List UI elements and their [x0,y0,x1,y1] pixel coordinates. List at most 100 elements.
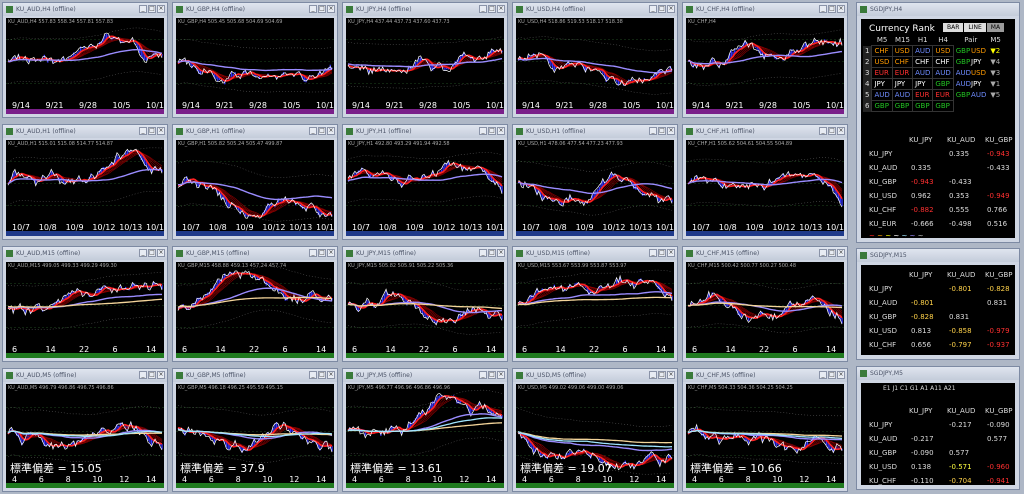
price-chart[interactable] [516,262,674,349]
minimize-button[interactable]: _ [139,371,147,379]
chart-window-w19[interactable]: KU_USD,M5 (offline) _ □ × KU_USD,M5 499.… [512,368,678,492]
minimize-button[interactable]: _ [819,5,827,13]
title-bar[interactable]: KU_CHF,M5 (offline) _ □ × [683,369,847,382]
chart-window-w10[interactable]: KU_CHF,H1 (offline) _ □ × KU_CHF,H1 505.… [682,124,848,240]
title-bar[interactable]: SGDJPY,H4 [857,3,1019,16]
chart-canvas[interactable]: KU_JPY,M5 496.77 496.96 496.86 496.96 標準… [346,384,504,488]
chart-canvas[interactable]: KU_USD,H4 518.86 519.53 518.17 518.38 9/… [516,18,674,114]
minimize-button[interactable]: _ [479,249,487,257]
chart-window-w5[interactable]: KU_CHF,H4 (offline) _ □ × KU_CHF,H4 9/14… [682,2,848,118]
minimize-button[interactable]: _ [819,371,827,379]
maximize-button[interactable]: □ [318,127,326,135]
ma-button[interactable]: MA [986,23,1005,32]
price-chart[interactable] [516,140,674,227]
chart-canvas[interactable]: KU_AUD,M5 496.79 496.86 496.75 496.86 標準… [6,384,164,488]
minimize-button[interactable]: _ [139,5,147,13]
close-button[interactable]: × [327,127,335,135]
title-bar[interactable]: KU_GBP,H1 (offline) _ □ × [173,125,337,138]
chart-window-w9[interactable]: KU_USD,H1 (offline) _ □ × KU_USD,H1 478.… [512,124,678,240]
close-button[interactable]: × [837,5,845,13]
minimize-button[interactable]: _ [649,249,657,257]
maximize-button[interactable]: □ [658,5,666,13]
chart-window-w20[interactable]: KU_CHF,M5 (offline) _ □ × KU_CHF,M5 504.… [682,368,848,492]
minimize-button[interactable]: _ [819,127,827,135]
chart-window-w7[interactable]: KU_GBP,H1 (offline) _ □ × KU_GBP,H1 505.… [172,124,338,240]
title-bar[interactable]: KU_AUD,H1 (offline) _ □ × [3,125,167,138]
price-chart[interactable] [176,18,334,105]
chart-canvas[interactable]: KU_JPY,H4 437.44 437.73 437.60 437.73 9/… [346,18,504,114]
maximize-button[interactable]: □ [318,5,326,13]
title-bar[interactable]: KU_USD,M15 (offline) _ □ × [513,247,677,260]
price-chart[interactable] [686,384,844,479]
minimize-button[interactable]: _ [309,5,317,13]
chart-canvas[interactable]: KU_CHF,H1 505.62 504.61 504.55 504.89 10… [686,140,844,236]
maximize-button[interactable]: □ [148,249,156,257]
chart-canvas[interactable]: KU_GBP,H1 505.82 505.24 505.47 499.87 10… [176,140,334,236]
minimize-button[interactable]: _ [649,371,657,379]
close-button[interactable]: × [327,371,335,379]
price-chart[interactable] [6,262,164,349]
chart-window-w16[interactable]: KU_AUD,M5 (offline) _ □ × KU_AUD,M5 496.… [2,368,168,492]
maximize-button[interactable]: □ [658,371,666,379]
close-button[interactable]: × [497,249,505,257]
chart-window-w4[interactable]: KU_USD,H4 (offline) _ □ × KU_USD,H4 518.… [512,2,678,118]
maximize-button[interactable]: □ [488,5,496,13]
close-button[interactable]: × [157,249,165,257]
close-button[interactable]: × [157,127,165,135]
title-bar[interactable]: KU_GBP,M5 (offline) _ □ × [173,369,337,382]
title-bar[interactable]: KU_USD,H4 (offline) _ □ × [513,3,677,16]
maximize-button[interactable]: □ [828,5,836,13]
close-button[interactable]: × [837,249,845,257]
close-button[interactable]: × [327,5,335,13]
title-bar[interactable]: KU_CHF,M15 (offline) _ □ × [683,247,847,260]
close-button[interactable]: × [667,127,675,135]
chart-window-w1[interactable]: KU_AUD,H4 (offline) _ □ × KU_AUD,H4 557.… [2,2,168,118]
price-chart[interactable] [516,18,674,105]
chart-window-w15[interactable]: KU_CHF,M15 (offline) _ □ × KU_CHF,M15 50… [682,246,848,362]
price-chart[interactable] [686,140,844,227]
chart-window-w11[interactable]: KU_AUD,M15 (offline) _ □ × KU_AUD,M15 49… [2,246,168,362]
title-bar[interactable]: KU_JPY,M5 (offline) _ □ × [343,369,507,382]
minimize-button[interactable]: _ [649,127,657,135]
title-bar[interactable]: SGDJPY,M15 [857,249,1019,262]
title-bar[interactable]: KU_USD,H1 (offline) _ □ × [513,125,677,138]
chart-canvas[interactable]: KU_GBP,H4 505.45 505.68 504.69 504.69 9/… [176,18,334,114]
minimize-button[interactable]: _ [649,5,657,13]
chart-window-w18[interactable]: KU_JPY,M5 (offline) _ □ × KU_JPY,M5 496.… [342,368,508,492]
title-bar[interactable]: KU_JPY,H1 (offline) _ □ × [343,125,507,138]
chart-canvas[interactable]: KU_USD,H1 478.06 477.54 477.23 477.93 10… [516,140,674,236]
maximize-button[interactable]: □ [828,249,836,257]
chart-window-w12[interactable]: KU_GBP,M15 (offline) _ □ × KU_GBP,M15 45… [172,246,338,362]
price-chart[interactable] [346,140,504,227]
close-button[interactable]: × [667,249,675,257]
close-button[interactable]: × [497,371,505,379]
chart-canvas[interactable]: KU_USD,M15 553.67 553.99 553.87 553.97 6… [516,262,674,358]
minimize-button[interactable]: _ [479,5,487,13]
maximize-button[interactable]: □ [488,249,496,257]
chart-canvas[interactable]: KU_AUD,M15 499.05 499.33 499.29 499.30 6… [6,262,164,358]
title-bar[interactable]: KU_AUD,H4 (offline) _ □ × [3,3,167,16]
maximize-button[interactable]: □ [148,371,156,379]
maximize-button[interactable]: □ [318,371,326,379]
price-chart[interactable] [346,384,504,479]
minimize-button[interactable]: _ [479,371,487,379]
close-button[interactable]: × [837,127,845,135]
chart-window-w14[interactable]: KU_USD,M15 (offline) _ □ × KU_USD,M15 55… [512,246,678,362]
price-chart[interactable] [686,18,844,105]
title-bar[interactable]: KU_GBP,H4 (offline) _ □ × [173,3,337,16]
title-bar[interactable]: KU_JPY,H4 (offline) _ □ × [343,3,507,16]
price-chart[interactable] [176,262,334,349]
price-chart[interactable] [6,18,164,105]
chart-canvas[interactable]: KU_AUD,H1 515.01 515.08 514.77 514.87 10… [6,140,164,236]
minimize-button[interactable]: _ [309,371,317,379]
chart-canvas[interactable]: KU_JPY,M15 505.82 505.91 505.22 505.36 6… [346,262,504,358]
chart-canvas[interactable]: KU_USD,M5 499.02 499.06 499.00 499.06 標準… [516,384,674,488]
close-button[interactable]: × [497,127,505,135]
chart-window-w8[interactable]: KU_JPY,H1 (offline) _ □ × KU_JPY,H1 492.… [342,124,508,240]
maximize-button[interactable]: □ [318,249,326,257]
maximize-button[interactable]: □ [828,371,836,379]
maximize-button[interactable]: □ [148,127,156,135]
maximize-button[interactable]: □ [148,5,156,13]
close-button[interactable]: × [667,5,675,13]
correlation-m15-window[interactable]: SGDJPY,M15 KU_JPY KU_AUD KU_GBP KU_JPY -0.80… [856,248,1020,360]
